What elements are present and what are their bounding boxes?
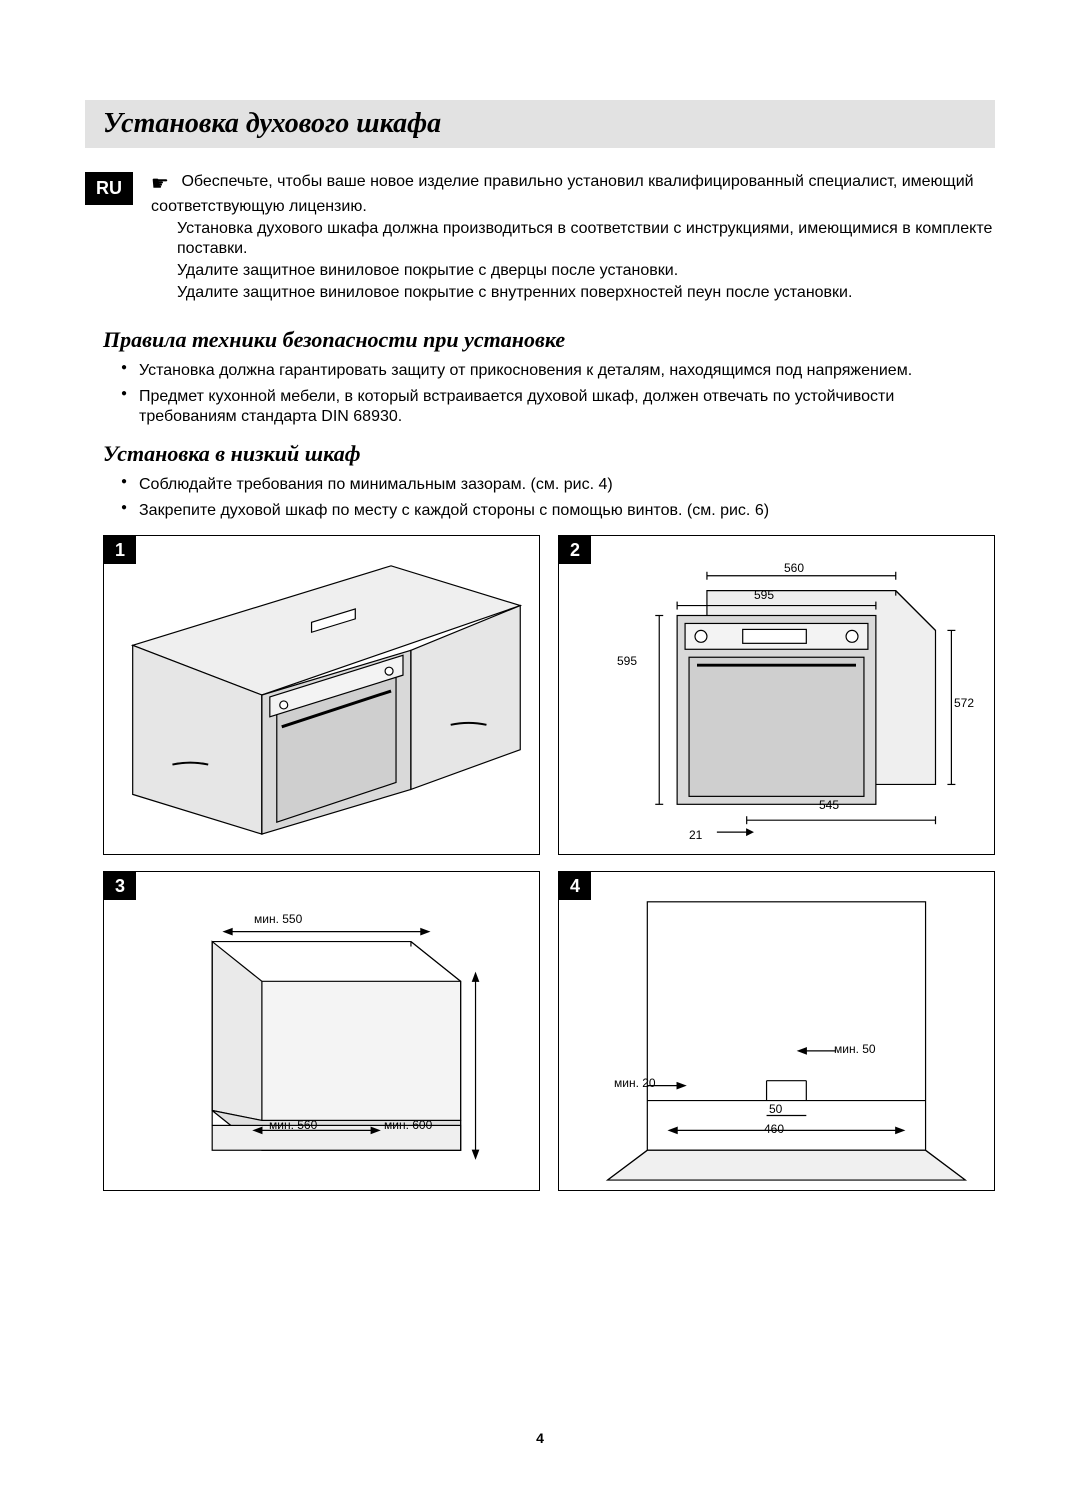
figure-3: 3: [103, 871, 540, 1191]
dimension-label: 595: [754, 588, 774, 602]
pointer-icon: ☛: [151, 172, 177, 197]
intro-block: RU ☛ Обеспечьте, чтобы ваше новое издели…: [85, 172, 995, 305]
figure-2-svg: [559, 536, 994, 854]
intro-line: Удалите защитное виниловое покрытие с дв…: [151, 261, 995, 281]
list-item: Установка должна гарантировать защиту от…: [121, 361, 995, 381]
dimension-label: 460: [764, 1122, 784, 1136]
figure-2: 2: [558, 535, 995, 855]
dimension-label: 560: [784, 561, 804, 575]
dimension-label: мин. 50: [834, 1042, 876, 1056]
dimension-label: мин. 600: [384, 1118, 432, 1132]
intro-line: Удалите защитное виниловое покрытие с вн…: [151, 283, 995, 303]
safety-list: Установка должна гарантировать защиту от…: [121, 361, 995, 427]
dimension-label: мин. 560: [269, 1118, 317, 1132]
figure-3-svg: [104, 872, 539, 1190]
intro-line: Установка духового шкафа должна производ…: [151, 219, 995, 259]
dimension-label: мин. 20: [614, 1076, 656, 1090]
intro-line: Обеспечьте, чтобы ваше новое изделие пра…: [151, 173, 974, 215]
figure-4-svg: [559, 872, 994, 1190]
dimension-label: мин. 550: [254, 912, 302, 926]
figure-number: 4: [559, 872, 591, 900]
dimension-label: 50: [769, 1102, 782, 1116]
figures-grid: 1: [103, 535, 995, 1191]
dimension-label: 21: [689, 828, 702, 842]
figure-4: 4: [558, 871, 995, 1191]
list-item: Соблюдайте требования по минимальным заз…: [121, 475, 995, 495]
figure-number: 3: [104, 872, 136, 900]
dimension-label: 572: [954, 696, 974, 710]
figure-1-svg: [104, 536, 539, 854]
figure-number: 2: [559, 536, 591, 564]
list-item: Предмет кухонной мебели, в который встра…: [121, 387, 995, 427]
title-bar: Установка духового шкафа: [85, 100, 995, 148]
figure-1: 1: [103, 535, 540, 855]
figure-number: 1: [104, 536, 136, 564]
language-badge: RU: [85, 172, 133, 205]
page-title: Установка духового шкафа: [103, 108, 977, 140]
intro-text: ☛ Обеспечьте, чтобы ваше новое изделие п…: [151, 172, 995, 305]
intro-paragraph: ☛ Обеспечьте, чтобы ваше новое изделие п…: [151, 172, 995, 217]
section-heading-low-cabinet: Установка в низкий шкаф: [103, 441, 995, 467]
dimension-label: 595: [617, 654, 637, 668]
page-number: 4: [0, 1430, 1080, 1446]
list-item: Закрепите духовой шкаф по месту с каждой…: [121, 501, 995, 521]
page: Установка духового шкафа RU ☛ Обеспечьте…: [0, 0, 1080, 1221]
dimension-label: 545: [819, 798, 839, 812]
section-heading-safety: Правила техники безопасности при установ…: [103, 327, 995, 353]
low-cabinet-list: Соблюдайте требования по минимальным заз…: [121, 475, 995, 521]
